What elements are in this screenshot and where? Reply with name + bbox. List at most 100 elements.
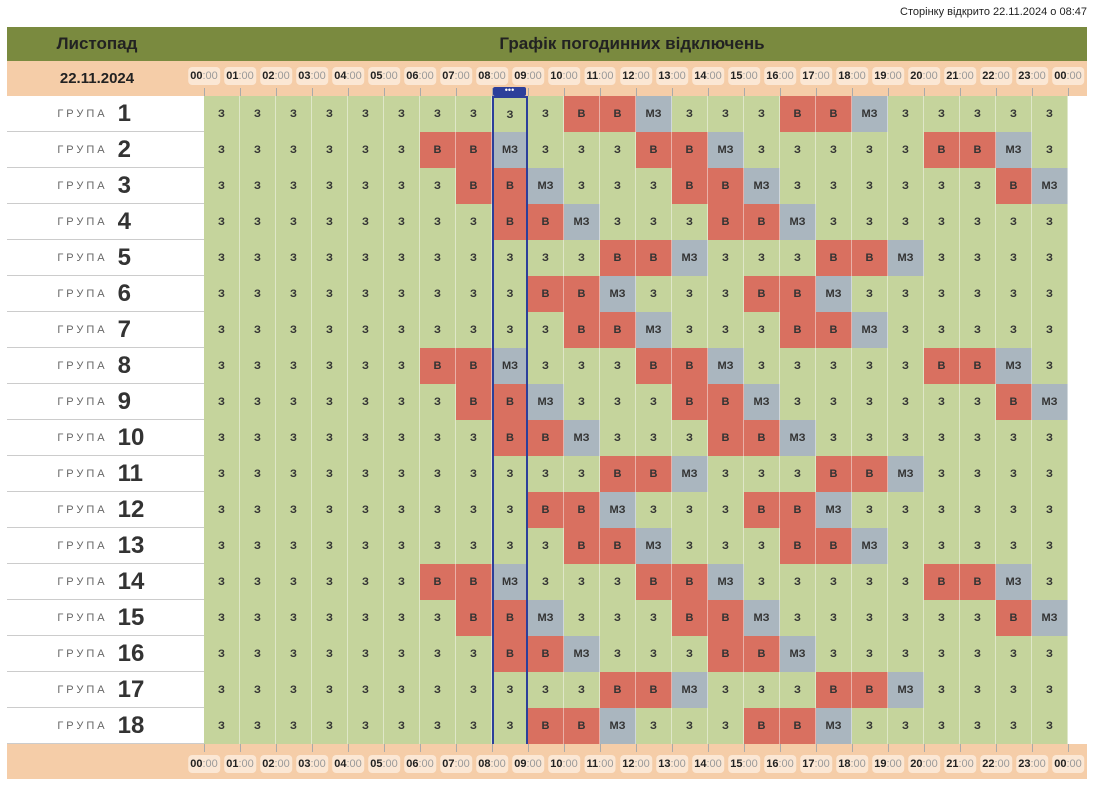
hour-cell[interactable]: В <box>672 348 708 384</box>
hour-cell[interactable]: З <box>312 528 348 564</box>
hour-cell[interactable]: З <box>852 168 888 204</box>
hour-cell[interactable]: В <box>528 492 564 528</box>
hour-cell[interactable]: З <box>780 240 816 276</box>
hour-cell[interactable]: З <box>708 528 744 564</box>
hour-cell[interactable]: З <box>276 132 312 168</box>
hour-cell[interactable]: З <box>1032 240 1068 276</box>
hour-cell[interactable]: З <box>780 456 816 492</box>
hour-cell[interactable]: В <box>780 492 816 528</box>
hour-cell[interactable]: З <box>240 276 276 312</box>
hour-cell[interactable]: З <box>960 312 996 348</box>
hour-cell[interactable]: З <box>816 132 852 168</box>
hour-cell[interactable]: З <box>672 312 708 348</box>
hour-cell[interactable]: З <box>780 600 816 636</box>
hour-cell[interactable]: З <box>348 348 384 384</box>
hour-cell[interactable]: МЗ <box>852 312 888 348</box>
hour-cell[interactable]: З <box>204 168 240 204</box>
hour-cell[interactable]: З <box>240 564 276 600</box>
hour-cell[interactable]: В <box>420 348 456 384</box>
hour-cell[interactable]: МЗ <box>780 420 816 456</box>
hour-cell[interactable]: З <box>852 348 888 384</box>
hour-cell[interactable]: З <box>636 420 672 456</box>
hour-cell[interactable]: З <box>528 456 564 492</box>
hour-cell[interactable]: З <box>276 420 312 456</box>
hour-cell[interactable]: З <box>816 600 852 636</box>
hour-cell[interactable]: З <box>312 240 348 276</box>
hour-cell[interactable]: В <box>420 564 456 600</box>
hour-cell[interactable]: З <box>780 672 816 708</box>
hour-cell[interactable]: З <box>456 204 492 240</box>
hour-cell[interactable]: В <box>744 276 780 312</box>
hour-cell[interactable]: З <box>456 456 492 492</box>
hour-cell[interactable]: З <box>420 276 456 312</box>
hour-cell[interactable]: З <box>384 564 420 600</box>
hour-cell[interactable]: З <box>420 96 456 132</box>
hour-cell[interactable]: МЗ <box>636 96 672 132</box>
hour-cell[interactable]: МЗ <box>780 204 816 240</box>
hour-cell[interactable]: З <box>600 636 636 672</box>
hour-cell[interactable]: З <box>492 276 528 312</box>
hour-cell[interactable]: З <box>204 132 240 168</box>
hour-cell[interactable]: З <box>744 240 780 276</box>
hour-cell[interactable]: З <box>240 312 276 348</box>
hour-cell[interactable]: З <box>888 168 924 204</box>
hour-cell[interactable]: В <box>528 636 564 672</box>
hour-cell[interactable]: З <box>240 384 276 420</box>
hour-cell[interactable]: З <box>924 168 960 204</box>
hour-cell[interactable]: З <box>888 204 924 240</box>
hour-cell[interactable]: З <box>204 312 240 348</box>
hour-cell[interactable]: З <box>744 528 780 564</box>
hour-cell[interactable]: З <box>240 96 276 132</box>
hour-cell[interactable]: З <box>924 204 960 240</box>
hour-cell[interactable]: В <box>672 564 708 600</box>
hour-cell[interactable]: З <box>240 600 276 636</box>
hour-cell[interactable]: З <box>1032 276 1068 312</box>
hour-cell[interactable]: З <box>312 276 348 312</box>
hour-cell[interactable]: З <box>312 204 348 240</box>
hour-cell[interactable]: З <box>888 96 924 132</box>
hour-cell[interactable]: МЗ <box>600 276 636 312</box>
hour-cell[interactable]: З <box>672 636 708 672</box>
hour-cell[interactable]: З <box>276 348 312 384</box>
hour-cell[interactable]: З <box>960 204 996 240</box>
hour-cell[interactable]: З <box>708 708 744 744</box>
hour-cell[interactable]: З <box>348 132 384 168</box>
hour-cell[interactable]: З <box>852 384 888 420</box>
hour-cell[interactable]: З <box>816 564 852 600</box>
hour-cell[interactable]: МЗ <box>816 708 852 744</box>
hour-cell[interactable]: З <box>240 420 276 456</box>
hour-cell[interactable]: З <box>1032 456 1068 492</box>
hour-cell[interactable]: З <box>276 384 312 420</box>
hour-cell[interactable]: З <box>924 492 960 528</box>
hour-cell[interactable]: З <box>960 708 996 744</box>
hour-cell[interactable]: В <box>780 312 816 348</box>
hour-cell[interactable]: З <box>672 276 708 312</box>
hour-cell[interactable]: МЗ <box>996 132 1032 168</box>
hour-cell[interactable]: МЗ <box>492 348 528 384</box>
hour-cell[interactable]: В <box>672 384 708 420</box>
hour-cell[interactable]: З <box>1032 348 1068 384</box>
hour-cell[interactable]: З <box>924 456 960 492</box>
hour-cell[interactable]: МЗ <box>708 348 744 384</box>
hour-cell[interactable]: З <box>240 636 276 672</box>
hour-cell[interactable]: З <box>348 168 384 204</box>
hour-cell[interactable]: З <box>1032 132 1068 168</box>
hour-cell[interactable]: З <box>492 528 528 564</box>
hour-cell[interactable]: З <box>636 708 672 744</box>
hour-cell[interactable]: З <box>240 132 276 168</box>
hour-cell[interactable]: В <box>780 276 816 312</box>
hour-cell[interactable]: З <box>276 312 312 348</box>
hour-cell[interactable]: З <box>996 492 1032 528</box>
hour-cell[interactable]: З <box>204 636 240 672</box>
hour-cell[interactable]: З <box>1032 708 1068 744</box>
hour-cell[interactable]: З <box>888 132 924 168</box>
hour-cell[interactable]: МЗ <box>528 168 564 204</box>
hour-cell[interactable]: З <box>996 312 1032 348</box>
hour-cell[interactable]: З <box>492 96 528 132</box>
hour-cell[interactable]: В <box>564 96 600 132</box>
hour-cell[interactable]: В <box>960 348 996 384</box>
hour-cell[interactable]: МЗ <box>672 672 708 708</box>
hour-cell[interactable]: МЗ <box>1032 384 1068 420</box>
hour-cell[interactable]: З <box>204 708 240 744</box>
hour-cell[interactable]: З <box>564 168 600 204</box>
